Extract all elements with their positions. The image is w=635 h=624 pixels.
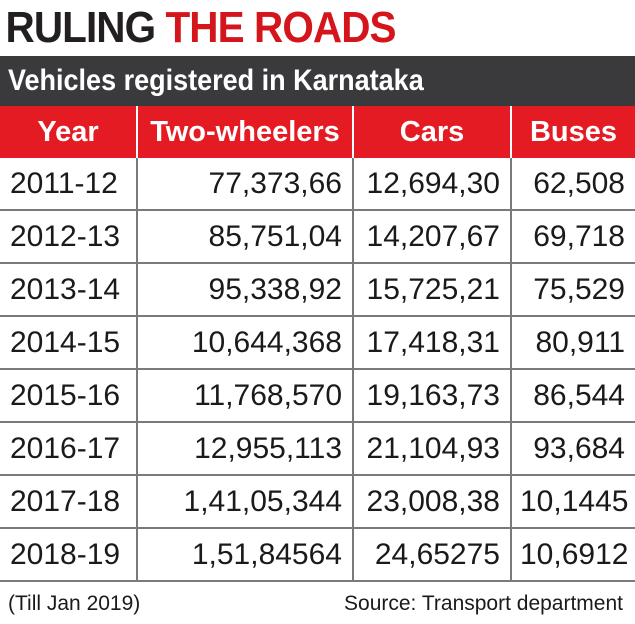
header-row: Year Two-wheelers Cars Buses	[0, 106, 635, 158]
footnote: (Till Jan 2019)	[8, 592, 141, 615]
table-row: 2015-16 11,768,570 19,163,73 86,544	[0, 369, 635, 423]
cell-cars: 24,65275	[353, 528, 512, 582]
subtitle: Vehicles registered in Karnataka	[8, 64, 424, 97]
headline-part1: RULING	[5, 3, 157, 52]
table-body: 2011-12 77,373,66 12,694,30 62,508 2012-13 85…	[0, 158, 635, 582]
footer: (Till Jan 2019) Source: Transport depart…	[0, 588, 635, 624]
cell-cars: 15,725,21	[353, 263, 512, 317]
cell-two-wheelers: 95,338,92	[137, 263, 354, 317]
cell-cars: 12,694,30	[353, 158, 512, 211]
column-header-cars: Cars	[353, 106, 512, 158]
cell-two-wheelers: 11,768,570	[137, 369, 354, 423]
cell-buses: 75,529	[511, 263, 635, 317]
table-row: 2013-14 95,338,92 15,725,21 75,529	[0, 263, 635, 317]
cell-cars: 19,163,73	[353, 369, 512, 423]
table-row: 2011-12 77,373,66 12,694,30 62,508	[0, 158, 635, 211]
cell-year: 2013-14	[0, 263, 138, 317]
cell-cars: 17,418,31	[353, 316, 512, 370]
cell-two-wheelers: 1,41,05,344	[137, 475, 354, 529]
cell-buses: 10,1445	[511, 475, 635, 529]
vehicles-table: Year Two-wheelers Cars Buses 2011-12 77,3…	[0, 106, 635, 582]
column-header-two-wheelers: Two-wheelers	[137, 106, 354, 158]
column-header-year: Year	[0, 106, 138, 158]
cell-year: 2016-17	[0, 422, 138, 476]
cell-two-wheelers: 10,644,368	[137, 316, 354, 370]
cell-two-wheelers: 85,751,04	[137, 210, 354, 264]
cell-buses: 86,544	[511, 369, 635, 423]
cell-buses: 93,684	[511, 422, 635, 476]
cell-two-wheelers: 77,373,66	[137, 158, 354, 211]
cell-two-wheelers: 1,51,84564	[137, 528, 354, 582]
cell-cars: 23,008,38	[353, 475, 512, 529]
source-credit: Source: Transport department	[344, 592, 623, 615]
cell-year: 2014-15	[0, 316, 138, 370]
table-row: 2012-13 85,751,04 14,207,67 69,718	[0, 210, 635, 264]
cell-buses: 62,508	[511, 158, 635, 211]
cell-year: 2012-13	[0, 210, 138, 264]
subtitle-bar: Vehicles registered in Karnataka	[0, 56, 635, 106]
column-header-buses: Buses	[511, 106, 635, 158]
table-row: 2014-15 10,644,368 17,418,31 80,911	[0, 316, 635, 370]
table-row: 2018-19 1,51,84564 24,65275 10,6912	[0, 528, 635, 582]
table-row: 2017-18 1,41,05,344 23,008,38 10,1445	[0, 475, 635, 529]
cell-cars: 21,104,93	[353, 422, 512, 476]
headline: RULING THE ROADS	[0, 0, 584, 56]
cell-buses: 10,6912	[511, 528, 635, 582]
table-row: 2016-17 12,955,113 21,104,93 93,684	[0, 422, 635, 476]
cell-year: 2015-16	[0, 369, 138, 423]
headline-part2: THE ROADS	[165, 3, 396, 52]
cell-year: 2018-19	[0, 528, 138, 582]
cell-year: 2017-18	[0, 475, 138, 529]
cell-cars: 14,207,67	[353, 210, 512, 264]
cell-year: 2011-12	[0, 158, 138, 211]
cell-two-wheelers: 12,955,113	[137, 422, 354, 476]
cell-buses: 69,718	[511, 210, 635, 264]
cell-buses: 80,911	[511, 316, 635, 370]
